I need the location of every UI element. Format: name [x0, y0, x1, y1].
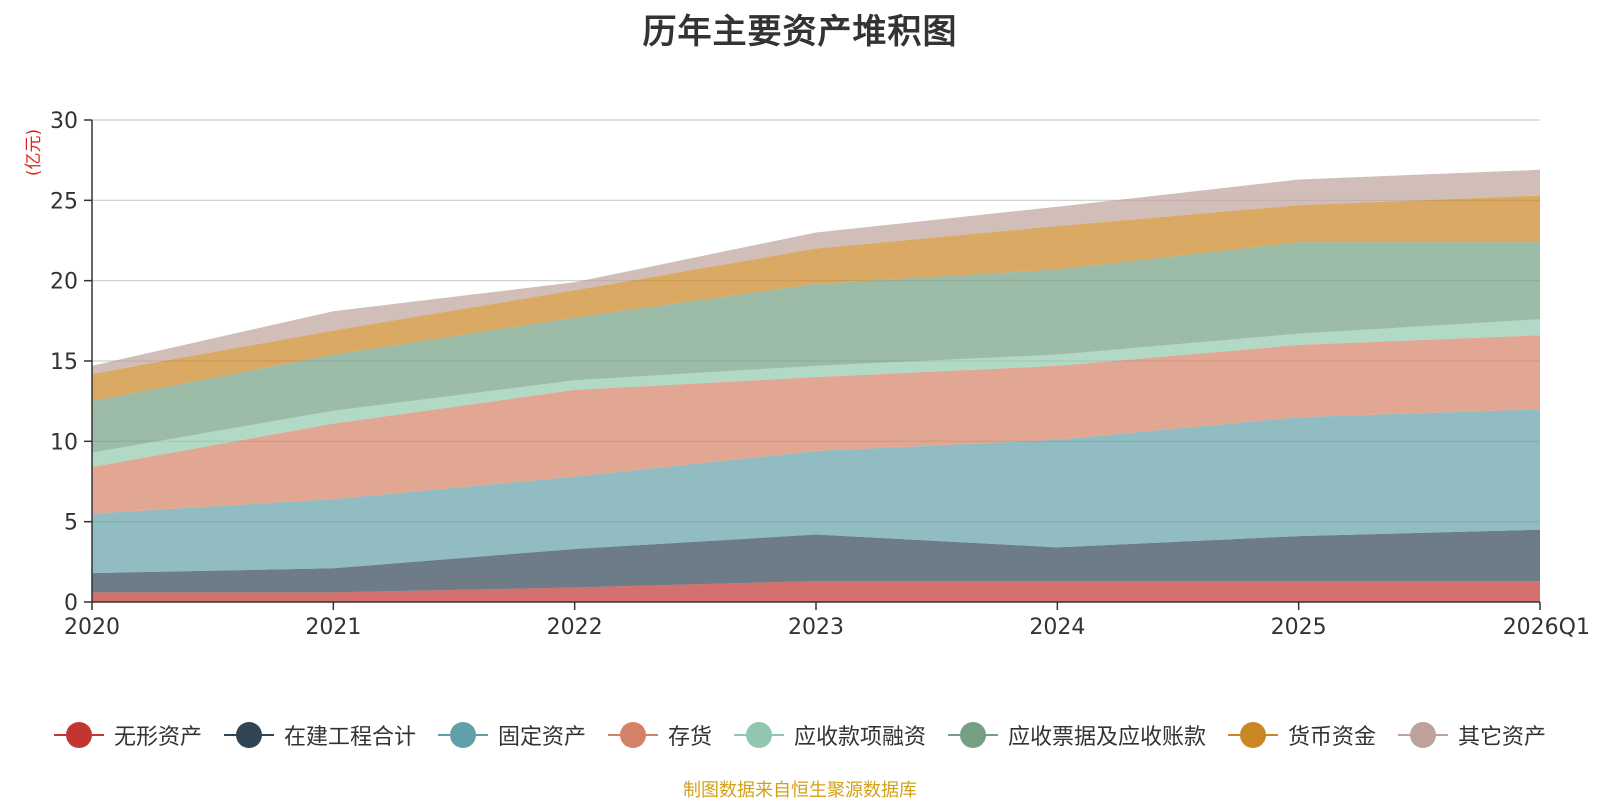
- legend-marker-dot: [1240, 722, 1267, 748]
- x-tick-label: 2020: [64, 615, 120, 640]
- area-series-7: [92, 169, 1540, 374]
- y-tick-label: 10: [50, 430, 78, 455]
- legend-marker-icon: [223, 722, 274, 748]
- chart-legend: 无形资产 在建工程合计 固定资产 存货 应收款项融资 应收票据及应收账款 货币资金 其它资产: [0, 715, 1600, 755]
- x-tick-label: 2021: [305, 615, 361, 640]
- legend-label: 应收款项融资: [794, 725, 927, 750]
- legend-marker-icon: [437, 722, 488, 748]
- legend-marker-dot: [235, 722, 262, 748]
- area-series-5: [92, 242, 1540, 453]
- legend-item[interactable]: 无形资产: [53, 719, 202, 751]
- legend-item[interactable]: 应收票据及应收账款: [948, 719, 1206, 751]
- legend-marker-icon: [734, 722, 784, 748]
- area-series-2: [92, 409, 1540, 574]
- legend-marker-icon: [53, 722, 104, 748]
- legend-item[interactable]: 固定资产: [437, 719, 586, 751]
- legend-label: 存货: [667, 725, 712, 750]
- legend-item[interactable]: 其它资产: [1398, 719, 1546, 751]
- area-series-4: [92, 319, 1540, 468]
- x-tick-label: 2024: [1029, 615, 1085, 640]
- x-tick-label: 2022: [547, 615, 603, 640]
- legend-marker-dot: [449, 722, 476, 748]
- legend-marker-dot: [960, 722, 987, 748]
- area-series-3: [92, 335, 1540, 514]
- legend-label: 应收票据及应收账款: [1008, 725, 1207, 750]
- x-tick-label: 2026Q1: [1503, 615, 1590, 640]
- y-tick-label: 30: [50, 109, 78, 134]
- legend-marker-dot: [1410, 722, 1437, 748]
- legend-marker-icon: [1228, 722, 1279, 748]
- legend-label: 固定资产: [497, 725, 586, 750]
- legend-item[interactable]: 在建工程合计: [223, 719, 416, 751]
- y-tick-label: 0: [64, 591, 78, 616]
- legend-marker-dot: [619, 722, 646, 748]
- legend-marker-dot: [65, 722, 92, 748]
- legend-item[interactable]: 应收款项融资: [734, 719, 926, 751]
- data-source-note: 制图数据来自恒生聚源数据库: [683, 780, 917, 801]
- y-tick-label: 15: [50, 350, 78, 375]
- legend-label: 在建工程合计: [283, 725, 416, 750]
- legend-label: 其它资产: [1458, 725, 1547, 750]
- chart-title: 历年主要资产堆积图: [642, 12, 958, 52]
- legend-item[interactable]: 存货: [607, 719, 712, 751]
- legend-marker-icon: [1398, 722, 1449, 748]
- legend-item[interactable]: 货币资金: [1228, 719, 1376, 751]
- legend-marker-dot: [746, 722, 772, 748]
- area-series-1: [92, 529, 1540, 593]
- y-tick-label: 25: [50, 189, 78, 214]
- x-tick-label: 2025: [1271, 615, 1327, 640]
- x-tick-label: 2023: [788, 615, 844, 640]
- legend-marker-icon: [607, 722, 658, 748]
- legend-marker-icon: [948, 722, 999, 748]
- legend-label: 货币资金: [1288, 725, 1377, 750]
- area-series-6: [92, 195, 1540, 402]
- y-tick-label: 5: [64, 511, 78, 536]
- legend-label: 无形资产: [113, 725, 202, 750]
- y-tick-label: 20: [50, 270, 78, 295]
- area-series-0: [92, 581, 1540, 602]
